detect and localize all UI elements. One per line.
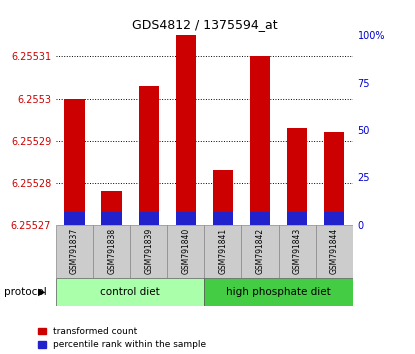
Text: GSM791838: GSM791838 — [107, 228, 116, 274]
Bar — [64, 98, 85, 225]
Bar — [205, 225, 242, 278]
Bar — [287, 128, 308, 225]
Text: GSM791843: GSM791843 — [293, 228, 302, 274]
Bar — [176, 212, 196, 225]
Bar — [56, 225, 93, 278]
Bar — [324, 212, 344, 225]
Bar — [56, 278, 204, 306]
Legend: transformed count, percentile rank within the sample: transformed count, percentile rank withi… — [38, 327, 206, 349]
Bar — [205, 278, 371, 306]
Bar — [250, 212, 270, 225]
Bar — [139, 86, 159, 225]
Bar — [324, 132, 344, 225]
Bar — [242, 225, 278, 278]
Text: protocol: protocol — [4, 287, 47, 297]
Bar — [93, 225, 130, 278]
Bar — [139, 212, 159, 225]
Bar — [64, 212, 85, 225]
Text: GSM791840: GSM791840 — [181, 228, 190, 274]
Text: GSM791842: GSM791842 — [256, 228, 264, 274]
Bar — [167, 225, 204, 278]
Text: control diet: control diet — [100, 287, 160, 297]
Title: GDS4812 / 1375594_at: GDS4812 / 1375594_at — [132, 18, 277, 32]
Bar — [213, 170, 233, 225]
Text: GSM791837: GSM791837 — [70, 228, 79, 274]
Bar — [176, 15, 196, 225]
Bar — [250, 56, 270, 225]
Bar — [213, 212, 233, 225]
Bar — [101, 212, 122, 225]
Text: ▶: ▶ — [38, 287, 46, 297]
Bar — [130, 225, 167, 278]
Bar — [101, 191, 122, 225]
Bar — [316, 225, 353, 278]
Text: GSM791841: GSM791841 — [218, 228, 227, 274]
Bar — [287, 212, 308, 225]
Text: GSM791839: GSM791839 — [144, 228, 153, 274]
Text: high phosphate diet: high phosphate diet — [226, 287, 331, 297]
Text: GSM791844: GSM791844 — [330, 228, 339, 274]
Bar — [278, 225, 316, 278]
